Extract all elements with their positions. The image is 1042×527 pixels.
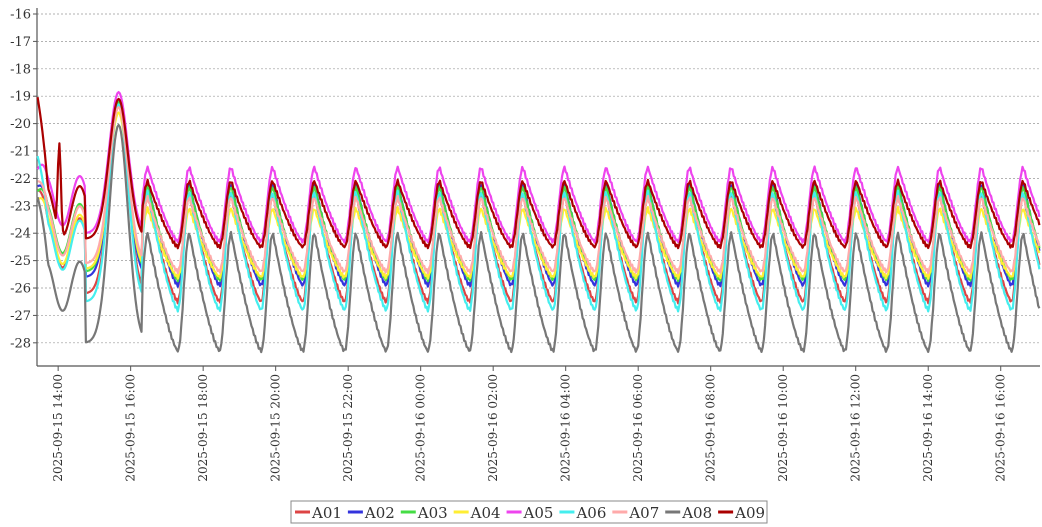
y-tick-label: -28	[10, 336, 31, 351]
x-tick-label: 2025-09-15 18:00	[196, 374, 210, 482]
x-axis-ticks: 2025-09-15 14:00 2025-09-15 16:00 2025-09-…	[51, 366, 1008, 482]
x-tick-label: 2025-09-15 16:00	[124, 374, 138, 482]
y-axis-ticks: -16 -17 -18 -19 -20 -21 -22 -23 -24 -25 -26 -27 -28	[10, 8, 37, 351]
legend-label-a03: A03	[417, 504, 448, 522]
y-tick-label: -26	[10, 282, 31, 297]
legend-label-a09: A09	[734, 504, 765, 522]
x-tick-label: 2025-09-15 14:00	[51, 374, 65, 482]
x-tick-label: 2025-09-16 12:00	[849, 374, 863, 482]
x-tick-label: 2025-09-15 22:00	[341, 374, 355, 482]
x-tick-label: 2025-09-16 08:00	[704, 374, 718, 482]
series-line-a05	[36, 91, 1041, 244]
x-tick-label: 2025-09-16 02:00	[486, 374, 500, 482]
series-lines	[36, 91, 1041, 354]
legend-label-a08: A08	[681, 504, 712, 522]
y-tick-label: -16	[10, 8, 31, 23]
y-tick-label: -18	[10, 62, 31, 77]
y-tick-label: -20	[10, 117, 31, 132]
legend-label-a01: A01	[311, 504, 342, 522]
x-tick-label: 2025-09-15 20:00	[269, 374, 283, 482]
series-line-a08	[36, 123, 1041, 354]
y-tick-label: -22	[10, 172, 31, 187]
series-line-a09	[36, 97, 1041, 250]
axes	[36, 8, 1040, 367]
legend: A01 A02 A03 A04 A05 A06 A07 A08 A09	[290, 500, 768, 524]
x-tick-label: 2025-09-16 14:00	[921, 374, 935, 482]
x-tick-label: 2025-09-16 04:00	[559, 374, 573, 482]
y-tick-label: -19	[10, 90, 31, 105]
legend-box	[290, 500, 768, 524]
x-tick-label: 2025-09-16 10:00	[776, 374, 790, 482]
legend-label-a06: A06	[575, 504, 606, 522]
y-tick-label: -17	[10, 35, 31, 50]
x-tick-label: 2025-09-16 16:00	[994, 374, 1008, 482]
series-line-a04	[36, 111, 1041, 280]
series-line-a07	[37, 106, 1041, 275]
y-tick-label: -23	[10, 199, 31, 214]
y-tick-label: -25	[10, 254, 31, 269]
y-tick-label: -24	[10, 227, 31, 242]
y-tick-label: -21	[10, 145, 31, 160]
legend-label-a05: A05	[523, 504, 554, 522]
legend-label-a07: A07	[628, 504, 659, 522]
x-tick-label: 2025-09-16 06:00	[631, 374, 645, 482]
legend-label-a04: A04	[470, 504, 501, 522]
y-tick-label: -27	[10, 309, 31, 324]
series-line-a06	[36, 103, 1041, 313]
x-tick-label: 2025-09-16 00:00	[414, 374, 428, 482]
legend-label-a02: A02	[364, 504, 395, 522]
